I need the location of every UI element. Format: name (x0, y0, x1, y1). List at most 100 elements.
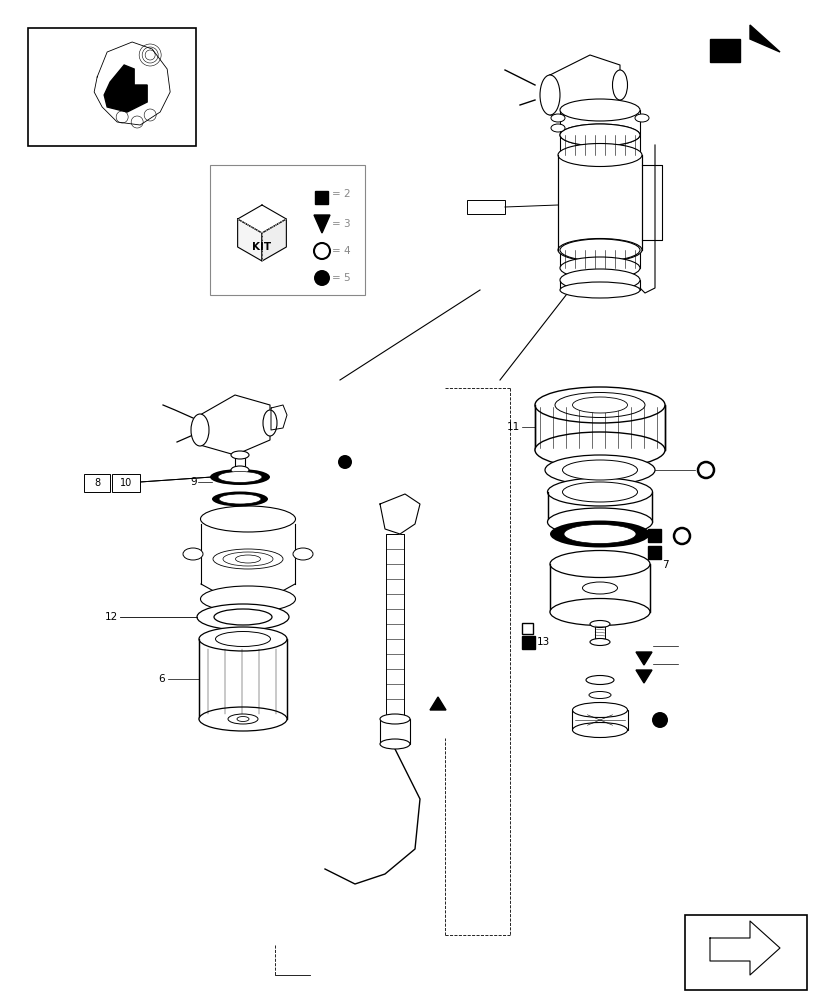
Ellipse shape (559, 282, 639, 298)
Bar (466, 200, 504, 214)
Ellipse shape (588, 692, 610, 698)
Ellipse shape (571, 702, 627, 717)
Ellipse shape (218, 494, 261, 504)
Bar (648, 546, 660, 559)
Bar (571, 710, 627, 730)
Ellipse shape (549, 520, 649, 548)
Ellipse shape (586, 676, 614, 684)
Text: = 3: = 3 (332, 219, 350, 229)
Ellipse shape (559, 124, 639, 146)
Ellipse shape (571, 722, 627, 737)
Ellipse shape (557, 144, 641, 167)
Ellipse shape (227, 714, 258, 724)
Text: KIT: KIT (252, 242, 271, 252)
Text: 10: 10 (120, 478, 132, 488)
Ellipse shape (231, 451, 249, 459)
Ellipse shape (231, 466, 249, 474)
Text: 13: 13 (537, 637, 550, 647)
Ellipse shape (544, 455, 654, 485)
Ellipse shape (213, 609, 272, 625)
Ellipse shape (539, 75, 559, 115)
Bar (235, 455, 245, 470)
Ellipse shape (380, 739, 409, 749)
Ellipse shape (534, 432, 664, 468)
Ellipse shape (590, 620, 609, 628)
Bar (547, 492, 651, 522)
Ellipse shape (183, 548, 203, 560)
Ellipse shape (237, 716, 249, 721)
Bar (559, 135, 639, 155)
Text: 11: 11 (506, 422, 519, 432)
Polygon shape (261, 219, 286, 261)
Circle shape (337, 455, 351, 469)
Bar (557, 155, 641, 250)
Bar (559, 110, 639, 135)
Ellipse shape (559, 99, 639, 121)
Bar (84, 474, 110, 492)
Text: = 5: = 5 (332, 273, 350, 283)
Ellipse shape (293, 548, 313, 560)
Ellipse shape (191, 414, 208, 446)
Ellipse shape (571, 397, 627, 413)
Bar (314, 191, 327, 204)
Ellipse shape (547, 478, 652, 506)
Ellipse shape (198, 627, 287, 651)
Bar (521, 636, 534, 649)
Polygon shape (635, 670, 651, 683)
Ellipse shape (549, 598, 649, 626)
Ellipse shape (562, 460, 637, 480)
Circle shape (313, 270, 330, 286)
Bar (112, 474, 140, 492)
Text: 7: 7 (662, 560, 668, 570)
Polygon shape (709, 39, 739, 62)
Ellipse shape (197, 604, 289, 630)
Bar (595, 624, 605, 642)
Polygon shape (201, 524, 294, 599)
Ellipse shape (590, 638, 609, 646)
Ellipse shape (612, 70, 627, 100)
Polygon shape (380, 494, 419, 534)
Ellipse shape (200, 506, 295, 532)
Polygon shape (749, 25, 779, 52)
Polygon shape (237, 205, 286, 233)
Ellipse shape (559, 144, 639, 166)
Polygon shape (709, 25, 779, 79)
Ellipse shape (559, 257, 639, 279)
Bar (385, 534, 404, 719)
Ellipse shape (557, 238, 641, 261)
Bar (549, 564, 649, 612)
Polygon shape (104, 65, 147, 112)
Ellipse shape (380, 714, 409, 724)
Ellipse shape (547, 508, 652, 536)
Text: = 4: = 4 (332, 246, 350, 256)
Ellipse shape (562, 482, 637, 502)
Ellipse shape (218, 472, 261, 483)
Ellipse shape (550, 114, 564, 122)
Circle shape (651, 712, 667, 728)
Bar (28, 28, 196, 146)
Ellipse shape (198, 707, 287, 731)
Ellipse shape (550, 124, 564, 132)
Ellipse shape (263, 410, 277, 436)
Bar (521, 623, 533, 634)
Ellipse shape (559, 239, 639, 261)
Text: 9: 9 (189, 477, 196, 487)
Polygon shape (635, 652, 651, 665)
Ellipse shape (563, 524, 635, 544)
Bar (534, 405, 664, 450)
Text: 6: 6 (158, 674, 165, 684)
Ellipse shape (212, 491, 268, 506)
Ellipse shape (534, 387, 664, 423)
Polygon shape (237, 219, 261, 261)
Ellipse shape (200, 586, 295, 612)
Bar (380, 719, 409, 744)
Bar (210, 165, 365, 295)
Ellipse shape (549, 550, 649, 578)
Bar (648, 529, 660, 542)
Bar (559, 250, 639, 268)
Ellipse shape (582, 582, 617, 594)
Polygon shape (429, 697, 446, 710)
Bar (198, 639, 287, 719)
Ellipse shape (554, 392, 644, 418)
Text: = 2: = 2 (332, 189, 350, 199)
